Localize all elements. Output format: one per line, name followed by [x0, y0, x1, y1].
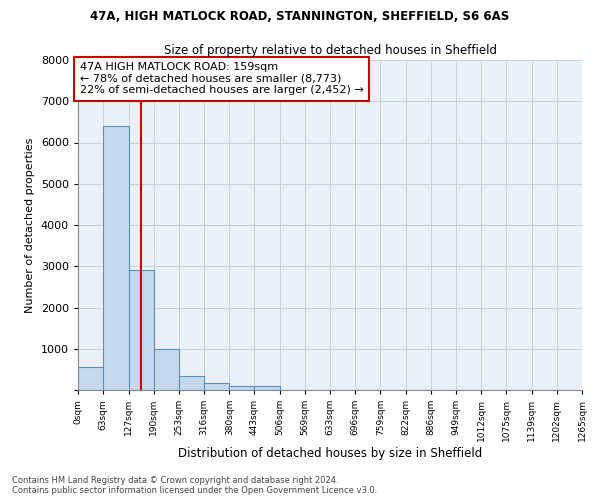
- Bar: [154, 349, 179, 390]
- Bar: [229, 386, 254, 390]
- Bar: [103, 126, 128, 390]
- Text: 47A, HIGH MATLOCK ROAD, STANNINGTON, SHEFFIELD, S6 6AS: 47A, HIGH MATLOCK ROAD, STANNINGTON, SHE…: [91, 10, 509, 23]
- Bar: [254, 386, 280, 390]
- Y-axis label: Number of detached properties: Number of detached properties: [25, 138, 35, 312]
- X-axis label: Distribution of detached houses by size in Sheffield: Distribution of detached houses by size …: [178, 446, 482, 460]
- Bar: [204, 383, 229, 390]
- Title: Size of property relative to detached houses in Sheffield: Size of property relative to detached ho…: [163, 44, 497, 58]
- Bar: [78, 368, 103, 390]
- Text: 47A HIGH MATLOCK ROAD: 159sqm
← 78% of detached houses are smaller (8,773)
22% o: 47A HIGH MATLOCK ROAD: 159sqm ← 78% of d…: [80, 62, 364, 96]
- Bar: [128, 270, 154, 390]
- Bar: [179, 376, 204, 390]
- Text: Contains HM Land Registry data © Crown copyright and database right 2024.
Contai: Contains HM Land Registry data © Crown c…: [12, 476, 377, 495]
